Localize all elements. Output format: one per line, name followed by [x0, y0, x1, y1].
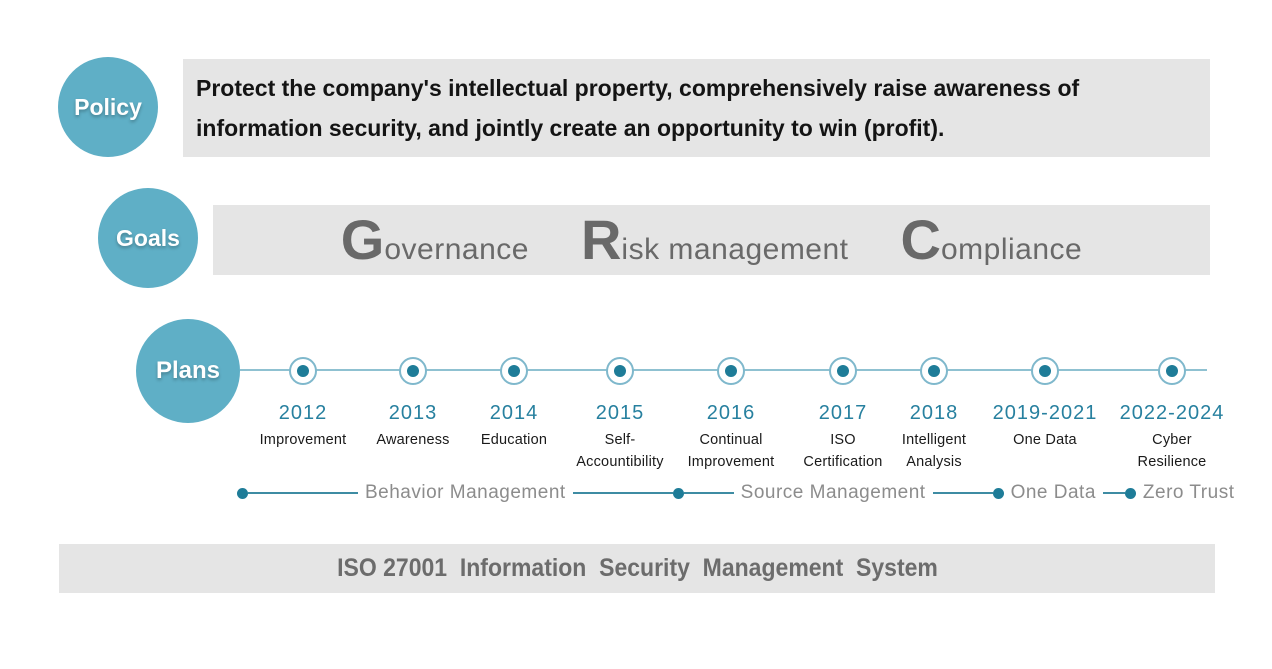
phase-source-management: Source Management — [740, 482, 926, 503]
milestone-2017: 2017 ISO Certification — [768, 402, 918, 474]
milestone-2015: 2015 Self- Accountibility — [545, 402, 695, 474]
phase-line — [572, 492, 673, 494]
milestone-2022-2024: 2022-2024 Cyber Resilience — [1097, 402, 1247, 474]
milestone-label: Cyber Resilience — [1137, 432, 1207, 470]
milestone-label: Continual Improvement — [687, 432, 775, 470]
policy-panel: Protect the company's intellectual prope… — [183, 59, 1210, 157]
goal-governance-rest: overnance — [384, 233, 529, 266]
timeline-dot — [1166, 365, 1178, 377]
phase-one-data: One Data — [1010, 482, 1096, 503]
policy-statement: Protect the company's intellectual prope… — [196, 75, 1080, 141]
milestone-label: Intelligent Analysis — [901, 432, 967, 470]
policy-badge-label: Policy — [74, 93, 142, 120]
phase-dot — [237, 487, 248, 499]
goal-risk-initial: R — [580, 208, 622, 271]
milestone-2013: 2013 Awareness — [338, 402, 488, 452]
timeline-dot — [407, 365, 419, 377]
timeline-dot — [837, 365, 849, 377]
plans-badge-label: Plans — [155, 357, 221, 384]
footer-panel: ISO 27001 Information Security Managemen… — [59, 544, 1215, 593]
timeline-node-2017 — [829, 357, 857, 385]
timeline-dot — [297, 365, 309, 377]
phase-row: Behavior Management Source Management On… — [237, 482, 1241, 503]
milestone-year: 2014 — [489, 402, 539, 424]
milestone-year: 2017 — [818, 402, 868, 424]
milestone-2014: 2014 Education — [439, 402, 589, 452]
phase-dot — [992, 487, 1004, 499]
phase-zero-trust: Zero Trust — [1142, 482, 1235, 503]
timeline-node-2013 — [399, 357, 427, 385]
plans-badge: Plans — [136, 319, 240, 423]
timeline-dot — [1039, 365, 1051, 377]
timeline-node-2016 — [717, 357, 745, 385]
milestone-2019-2021: 2019-2021 One Data — [970, 402, 1120, 452]
timeline-dot — [928, 365, 940, 377]
phase-behavior-management: Behavior Management — [365, 482, 566, 503]
timeline-dot — [614, 365, 626, 377]
phase-line — [683, 492, 734, 494]
timeline-dot — [508, 365, 520, 377]
goal-compliance-rest: ompliance — [940, 233, 1083, 266]
goal-governance-initial: G — [340, 208, 385, 271]
milestone-year: 2012 — [278, 402, 328, 424]
milestone-year: 2016 — [706, 402, 756, 424]
phase-dot — [1124, 487, 1136, 499]
timeline-node-2014 — [500, 357, 528, 385]
timeline-node-2012 — [289, 357, 317, 385]
milestone-year: 2018 — [909, 402, 959, 424]
milestone-label: Awareness — [376, 432, 450, 448]
milestone-label: Education — [480, 432, 548, 448]
milestone-label: One Data — [1013, 432, 1077, 448]
goal-compliance-initial: C — [900, 208, 941, 271]
footer-title: ISO 27001 Information Security Managemen… — [336, 554, 938, 582]
goals-badge: Goals — [98, 188, 198, 288]
goal-risk-rest: isk management — [621, 233, 849, 266]
phase-line — [932, 492, 993, 494]
timeline-node-2015 — [606, 357, 634, 385]
milestone-year: 2013 — [388, 402, 438, 424]
milestone-2012: 2012 Improvement — [228, 402, 378, 452]
milestone-year: 2022-2024 — [1119, 402, 1225, 424]
phase-line — [1102, 492, 1125, 494]
milestone-2018: 2018 Intelligent Analysis — [859, 402, 1009, 474]
phase-line — [248, 492, 358, 494]
timeline-node-2018 — [920, 357, 948, 385]
milestone-label: ISO Certification — [803, 432, 883, 470]
timeline-dot — [725, 365, 737, 377]
policy-badge: Policy — [58, 57, 158, 157]
milestone-label: Improvement — [259, 432, 347, 448]
milestone-2016: 2016 Continual Improvement — [656, 402, 806, 474]
goals-badge-label: Goals — [116, 224, 180, 251]
milestone-label: Self- Accountibility — [576, 432, 664, 470]
timeline-node-2019-2021 — [1031, 357, 1059, 385]
phase-dot — [672, 487, 684, 499]
milestone-year: 2015 — [595, 402, 645, 424]
milestone-year: 2019-2021 — [992, 402, 1098, 424]
timeline-node-2022-2024 — [1158, 357, 1186, 385]
